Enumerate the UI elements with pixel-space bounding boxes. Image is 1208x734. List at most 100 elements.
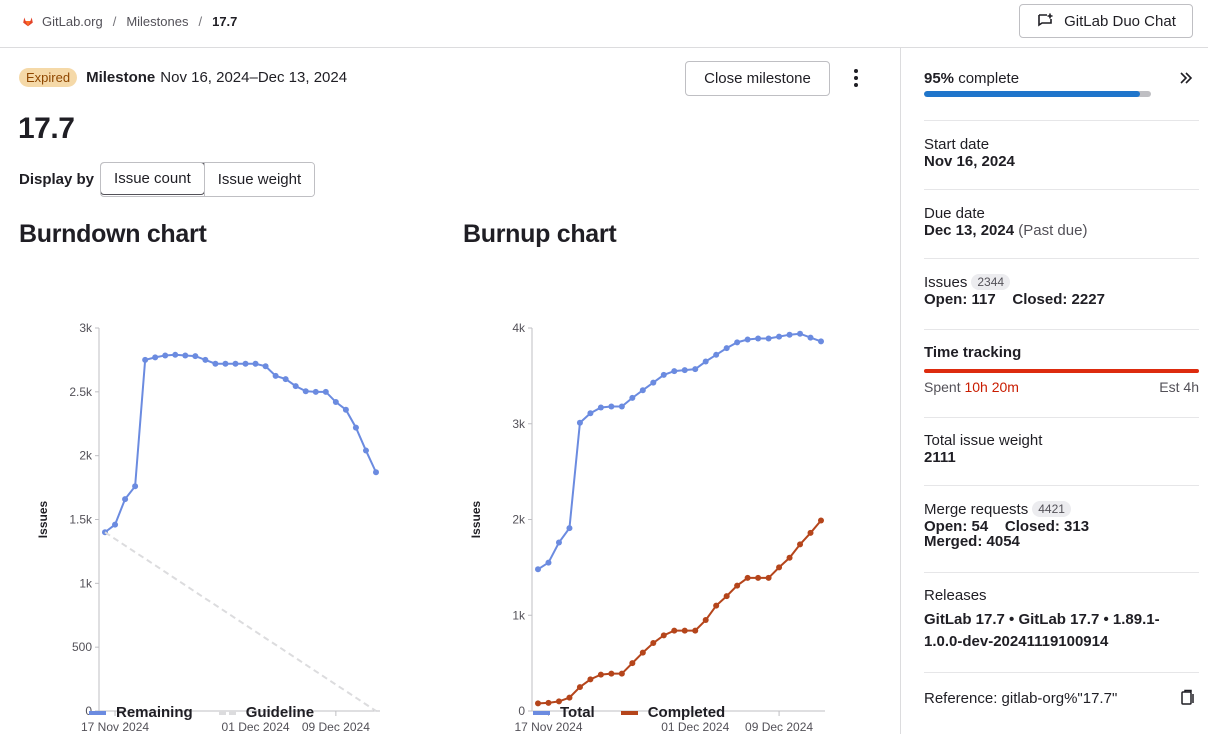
data-point-total[interactable] bbox=[776, 333, 783, 340]
data-point-total[interactable] bbox=[639, 387, 646, 394]
data-point-total[interactable] bbox=[660, 371, 667, 378]
data-point-total[interactable] bbox=[807, 334, 814, 341]
data-point-remaining[interactable] bbox=[342, 406, 349, 413]
data-point-remaining[interactable] bbox=[192, 353, 199, 360]
data-point-completed[interactable] bbox=[692, 627, 699, 634]
data-point-completed[interactable] bbox=[755, 574, 762, 581]
data-point-total[interactable] bbox=[597, 404, 604, 411]
data-point-remaining[interactable] bbox=[122, 496, 129, 503]
data-point-completed[interactable] bbox=[713, 602, 720, 609]
data-point-remaining[interactable] bbox=[292, 383, 299, 390]
data-point-total[interactable] bbox=[555, 539, 562, 546]
data-point-remaining[interactable] bbox=[322, 388, 329, 395]
merged-mrs-link[interactable]: Merged: 4054 bbox=[924, 533, 1020, 550]
data-point-total[interactable] bbox=[702, 358, 709, 365]
data-point-completed[interactable] bbox=[618, 670, 625, 677]
data-point-completed[interactable] bbox=[660, 632, 667, 639]
legend-item-guideline[interactable]: Guideline bbox=[218, 704, 314, 721]
data-point-total[interactable] bbox=[671, 368, 678, 375]
data-point-remaining[interactable] bbox=[182, 352, 189, 359]
data-point-completed[interactable] bbox=[807, 529, 814, 536]
data-point-completed[interactable] bbox=[776, 564, 783, 571]
data-point-completed[interactable] bbox=[545, 699, 552, 706]
data-point-remaining[interactable] bbox=[152, 354, 159, 361]
data-point-completed[interactable] bbox=[723, 593, 730, 600]
data-point-total[interactable] bbox=[734, 339, 741, 346]
data-point-remaining[interactable] bbox=[282, 376, 289, 383]
data-point-remaining[interactable] bbox=[272, 372, 279, 379]
data-point-completed[interactable] bbox=[597, 671, 604, 678]
data-point-total[interactable] bbox=[797, 330, 804, 337]
data-point-completed[interactable] bbox=[818, 517, 824, 524]
data-point-remaining[interactable] bbox=[202, 356, 209, 363]
data-point-completed[interactable] bbox=[786, 554, 793, 561]
data-point-remaining[interactable] bbox=[172, 351, 179, 358]
data-point-remaining[interactable] bbox=[352, 424, 359, 431]
release-link[interactable]: GitLab 17.7 • GitLab 17.7 • 1.89.1- bbox=[924, 611, 1160, 628]
data-point-total[interactable] bbox=[692, 366, 699, 373]
data-point-completed[interactable] bbox=[650, 640, 657, 647]
data-point-remaining[interactable] bbox=[262, 363, 269, 370]
data-point-total[interactable] bbox=[535, 566, 541, 573]
data-point-remaining[interactable] bbox=[162, 352, 169, 359]
data-point-total[interactable] bbox=[713, 351, 720, 358]
data-point-completed[interactable] bbox=[765, 574, 772, 581]
data-point-total[interactable] bbox=[755, 335, 762, 342]
legend-item-remaining[interactable]: Remaining bbox=[89, 704, 193, 721]
data-point-completed[interactable] bbox=[535, 700, 541, 707]
data-point-completed[interactable] bbox=[629, 660, 636, 667]
issue-weight-button[interactable]: Issue weight bbox=[203, 163, 315, 196]
data-point-completed[interactable] bbox=[702, 617, 709, 624]
data-point-completed[interactable] bbox=[671, 627, 678, 634]
data-point-remaining[interactable] bbox=[212, 360, 219, 367]
closed-issues-link[interactable]: Closed: 2227 bbox=[1012, 291, 1105, 308]
data-point-total[interactable] bbox=[650, 379, 657, 386]
copy-reference-icon[interactable] bbox=[1181, 689, 1195, 708]
data-point-total[interactable] bbox=[545, 559, 552, 566]
data-point-completed[interactable] bbox=[576, 684, 583, 691]
data-point-completed[interactable] bbox=[639, 649, 646, 656]
data-point-remaining[interactable] bbox=[132, 483, 139, 490]
data-point-remaining[interactable] bbox=[302, 388, 309, 395]
data-point-completed[interactable] bbox=[587, 676, 594, 683]
data-point-remaining[interactable] bbox=[242, 360, 249, 367]
data-point-total[interactable] bbox=[744, 336, 751, 343]
data-point-total[interactable] bbox=[818, 338, 824, 345]
data-point-completed[interactable] bbox=[797, 541, 804, 548]
data-point-completed[interactable] bbox=[681, 627, 688, 634]
data-point-total[interactable] bbox=[566, 525, 573, 532]
data-point-total[interactable] bbox=[629, 394, 636, 401]
breadcrumb-group-link[interactable]: GitLab.org bbox=[42, 13, 103, 29]
data-point-remaining[interactable] bbox=[232, 360, 239, 367]
data-point-total[interactable] bbox=[723, 345, 730, 352]
data-point-total[interactable] bbox=[576, 419, 583, 426]
data-point-completed[interactable] bbox=[608, 670, 615, 677]
legend-item-total[interactable]: Total bbox=[533, 704, 595, 721]
issue-count-button[interactable]: Issue count bbox=[101, 163, 205, 195]
data-point-remaining[interactable] bbox=[142, 356, 149, 363]
data-point-total[interactable] bbox=[608, 403, 615, 410]
data-point-completed[interactable] bbox=[555, 698, 562, 705]
data-point-completed[interactable] bbox=[744, 574, 751, 581]
data-point-remaining[interactable] bbox=[312, 388, 319, 395]
data-point-total[interactable] bbox=[681, 367, 688, 374]
data-point-remaining[interactable] bbox=[252, 360, 259, 367]
breadcrumb-milestones-link[interactable]: Milestones bbox=[126, 13, 189, 29]
closed-mrs-link[interactable]: Closed: 313 bbox=[1004, 518, 1090, 535]
legend-item-completed[interactable]: Completed bbox=[620, 704, 725, 721]
data-point-total[interactable] bbox=[765, 335, 772, 342]
data-point-remaining[interactable] bbox=[362, 447, 369, 454]
data-point-total[interactable] bbox=[587, 410, 594, 417]
release-link[interactable]: 1.0.0-dev-20241119100914 bbox=[924, 633, 1109, 650]
data-point-total[interactable] bbox=[786, 331, 793, 338]
open-issues-link[interactable]: Open: 117 bbox=[924, 291, 996, 308]
more-actions-icon[interactable] bbox=[845, 65, 867, 91]
data-point-remaining[interactable] bbox=[332, 399, 339, 406]
close-milestone-button[interactable]: Close milestone bbox=[685, 61, 830, 96]
open-mrs-link[interactable]: Open: 54 bbox=[924, 518, 989, 535]
data-point-completed[interactable] bbox=[734, 582, 741, 589]
data-point-completed[interactable] bbox=[566, 694, 573, 701]
data-point-total[interactable] bbox=[618, 403, 625, 410]
duo-chat-button[interactable]: GitLab Duo Chat bbox=[1019, 4, 1193, 38]
collapse-sidebar-icon[interactable] bbox=[1178, 70, 1194, 89]
